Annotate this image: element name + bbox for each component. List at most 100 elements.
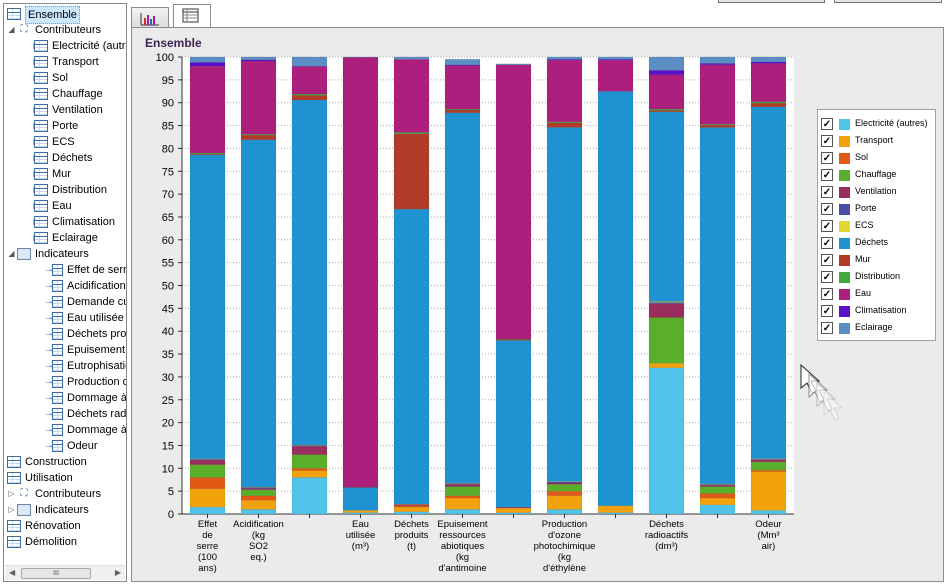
- bar-segment: [648, 362, 685, 369]
- tree-item[interactable]: → Effet de serre (100 ans): [4, 262, 126, 278]
- tree-item[interactable]: → Acidification: [4, 278, 126, 294]
- table-icon: [52, 296, 63, 308]
- legend-item[interactable]: ✓ Mur: [818, 252, 936, 269]
- tree-item[interactable]: Construction: [4, 454, 126, 470]
- tree-item[interactable]: → Epuisement ressources abiotiques: [4, 342, 126, 358]
- tree-item[interactable]: Ensemble: [4, 6, 126, 24]
- legend-swatch: [839, 204, 850, 215]
- tree-item[interactable]: ▷Mur: [4, 166, 126, 182]
- bar-segment: [546, 59, 583, 123]
- x-tick-label: air): [762, 541, 776, 552]
- y-tick-label: 80: [162, 143, 174, 155]
- expand-icon[interactable]: ▷: [8, 489, 15, 498]
- legend-item[interactable]: ✓ Distribution: [818, 269, 936, 286]
- tab-table[interactable]: [173, 4, 211, 30]
- tree-item[interactable]: ▷Eclairage: [4, 230, 126, 246]
- legend-item[interactable]: ✓ Eau: [818, 286, 936, 303]
- tree-item[interactable]: → Eutrophisation: [4, 358, 126, 374]
- scroll-right-icon[interactable]: ▶: [114, 568, 121, 577]
- tree-item[interactable]: Rénovation: [4, 518, 126, 534]
- bar-segment: [699, 486, 736, 494]
- legend-item[interactable]: ✓ Climatisation: [818, 303, 936, 320]
- bar-segment: [648, 317, 685, 364]
- tree-item[interactable]: ▷Porte: [4, 118, 126, 134]
- tree-item[interactable]: → Dommage à la biodiversité: [4, 422, 126, 438]
- legend-checkbox[interactable]: ✓: [821, 237, 833, 249]
- tree-item[interactable]: ▷Sol: [4, 70, 126, 86]
- horizontal-scrollbar[interactable]: ◀ III ▶: [5, 565, 125, 580]
- legend-swatch: [839, 238, 850, 249]
- tree-item[interactable]: → Demande cumulée d'énergie: [4, 294, 126, 310]
- tree-item[interactable]: ▷Transport: [4, 54, 126, 70]
- legend-item[interactable]: ✓ ECS: [818, 218, 936, 235]
- tree-item[interactable]: ◢ Indicateurs: [4, 246, 126, 262]
- tree-item[interactable]: → Déchets radioactifs: [4, 406, 126, 422]
- legend-checkbox[interactable]: ✓: [821, 169, 833, 181]
- legend-checkbox[interactable]: ✓: [821, 305, 833, 317]
- legend-label: ECS: [855, 220, 874, 230]
- legend-item[interactable]: ✓ Eclairage: [818, 320, 936, 337]
- scroll-thumb[interactable]: III: [21, 568, 91, 579]
- expand-icon[interactable]: ▷: [8, 505, 15, 514]
- legend-checkbox[interactable]: ✓: [821, 254, 833, 266]
- table-icon: [34, 120, 48, 132]
- collapse-icon[interactable]: ◢: [8, 249, 15, 258]
- tree-item[interactable]: ▷Eau: [4, 198, 126, 214]
- x-tick-label: Production: [542, 519, 587, 530]
- legend-checkbox[interactable]: ✓: [821, 203, 833, 215]
- bar-segment: [444, 497, 481, 510]
- tree-item[interactable]: ▷Electricité (autres): [4, 38, 126, 54]
- tree-item[interactable]: → Production d'ozone photochimique: [4, 374, 126, 390]
- tree-item-label: Distribution: [52, 184, 108, 196]
- tree-item[interactable]: ◢ ⛶ Contributeurs: [4, 22, 126, 38]
- legend-label: Eau: [855, 288, 872, 298]
- legend-checkbox[interactable]: ✓: [821, 135, 833, 147]
- x-tick-label: ans): [198, 563, 216, 574]
- legend-checkbox[interactable]: ✓: [821, 118, 833, 130]
- tree-item[interactable]: ▷Déchets: [4, 150, 126, 166]
- tree-item-label: Ensemble: [25, 6, 80, 24]
- legend-label: Déchets: [855, 237, 889, 247]
- tree-item-label: Démolition: [25, 536, 77, 548]
- tree-item-label: Demande cumulée d'énergie: [67, 296, 126, 308]
- legend-item[interactable]: ✓ Chauffage: [818, 167, 936, 184]
- legend-item[interactable]: ✓ Porte: [818, 201, 936, 218]
- bar-segment: [546, 509, 583, 515]
- tree-item[interactable]: ◢Utilisation: [4, 470, 126, 486]
- legend-swatch: [839, 136, 850, 147]
- top-button-left[interactable]: [718, 0, 825, 3]
- tree-item[interactable]: ▷ Indicateurs: [4, 502, 126, 518]
- tab-chart[interactable]: [131, 7, 169, 29]
- tree-item-label: Production d'ozone photochimique: [67, 376, 126, 388]
- y-tick-label: 25: [162, 395, 174, 407]
- legend-checkbox[interactable]: ✓: [821, 186, 833, 198]
- tree-item[interactable]: ▷ECS: [4, 134, 126, 150]
- legend-checkbox[interactable]: ✓: [821, 288, 833, 300]
- tree-item[interactable]: → Eau utilisée: [4, 310, 126, 326]
- legend-checkbox[interactable]: ✓: [821, 271, 833, 283]
- tree-item[interactable]: → Odeur: [4, 438, 126, 454]
- tree-item[interactable]: → Déchets produits: [4, 326, 126, 342]
- tree-item[interactable]: → Dommage à la santé: [4, 390, 126, 406]
- legend-item[interactable]: ✓ Electricité (autres): [818, 116, 936, 133]
- legend-checkbox[interactable]: ✓: [821, 322, 833, 334]
- legend-item[interactable]: ✓ Déchets: [818, 235, 936, 252]
- tree-item[interactable]: ▷ ⛶ Contributeurs: [4, 486, 126, 502]
- legend-item[interactable]: ✓ Ventilation: [818, 184, 936, 201]
- legend-label: Eclairage: [855, 322, 893, 332]
- collapse-icon[interactable]: ◢: [8, 25, 15, 34]
- tree-item[interactable]: Démolition: [4, 534, 126, 550]
- bar-segment: [699, 124, 736, 128]
- legend-item[interactable]: ✓ Sol: [818, 150, 936, 167]
- tree-item[interactable]: ▷Chauffage: [4, 86, 126, 102]
- scroll-left-icon[interactable]: ◀: [9, 568, 16, 577]
- tree-item[interactable]: ▷Distribution: [4, 182, 126, 198]
- tree-item[interactable]: ▷Ventilation: [4, 102, 126, 118]
- legend-checkbox[interactable]: ✓: [821, 152, 833, 164]
- chart-panel: Ensemble 0 5 10 15 20 25 30 35 40 45 50 55 60 65 70 75 8…: [131, 27, 944, 582]
- legend-item[interactable]: ✓ Transport: [818, 133, 936, 150]
- legend-checkbox[interactable]: ✓: [821, 220, 833, 232]
- navigation-tree[interactable]: Ensemble◢⛶Contributeurs▷Electricité (aut…: [3, 3, 127, 582]
- top-button-right[interactable]: [834, 0, 942, 3]
- tree-item[interactable]: ▷Climatisation: [4, 214, 126, 230]
